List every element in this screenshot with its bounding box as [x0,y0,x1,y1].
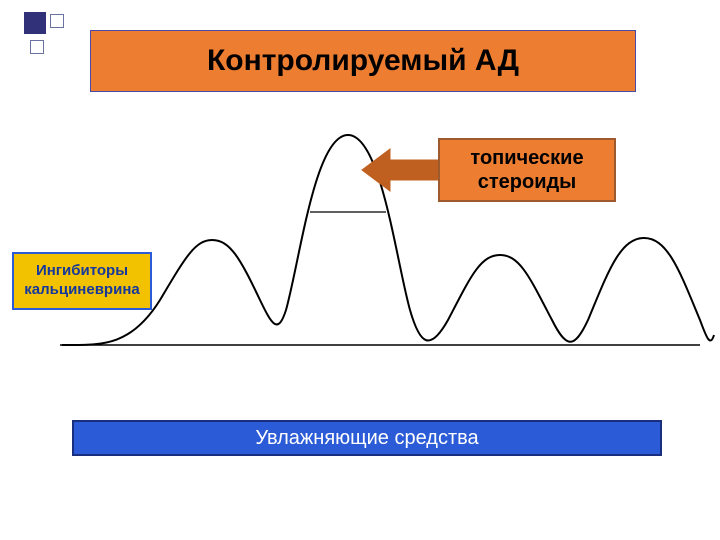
steroids-box: топические стероиды [438,138,616,202]
moisturizer-box: Увлажняющие средства [72,420,662,456]
inhibitor-text: Ингибиторыкальциневрина [24,262,139,300]
steroids-text: топические стероиды [470,146,583,194]
title-box: Контролируемый АД [90,30,636,92]
inhibitor-box: Ингибиторыкальциневрина [12,252,152,310]
arrow-left-icon [362,149,438,191]
moisturizer-text: Увлажняющие средства [255,427,478,450]
slide-stage: Контролируемый АД топические стероиды Ин… [0,0,720,540]
title-text: Контролируемый АД [207,44,519,78]
